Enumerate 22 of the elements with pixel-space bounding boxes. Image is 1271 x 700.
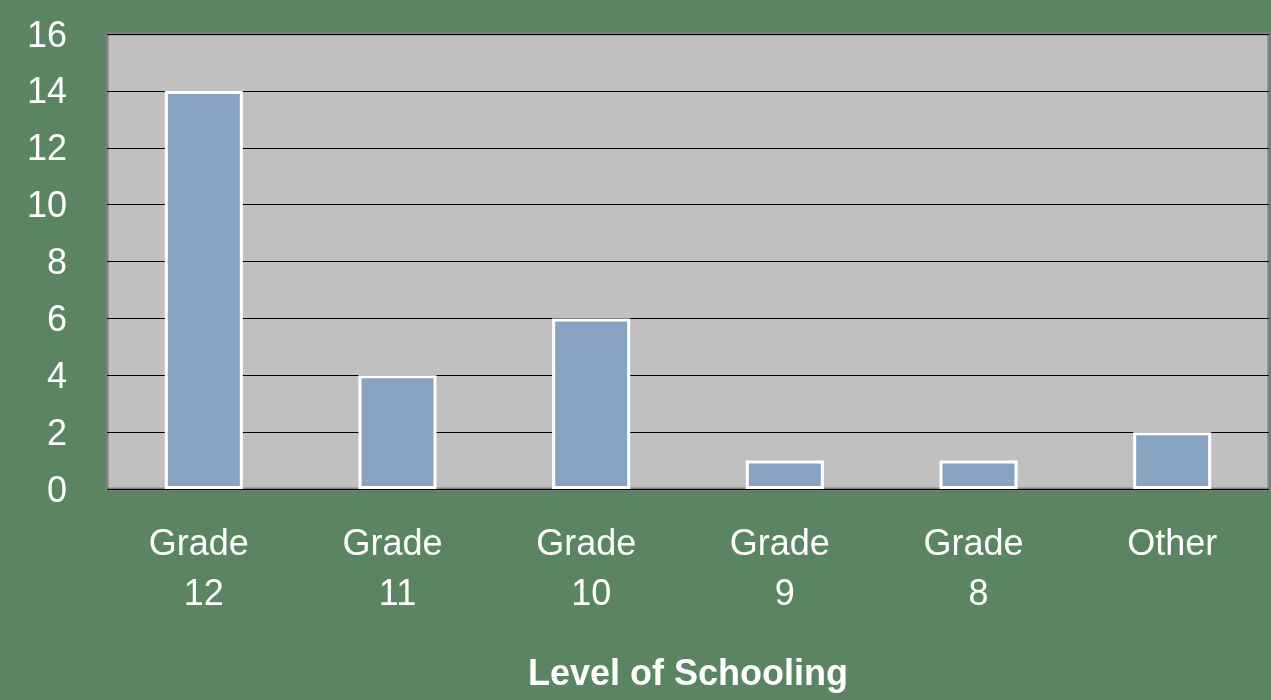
y-tick-label: 2	[46, 411, 67, 453]
y-tick-label: 0	[46, 468, 67, 510]
y-tick-label: 6	[46, 297, 67, 339]
y-tick-label: 10	[26, 184, 67, 226]
x-tick-label: Grade 11	[342, 521, 453, 613]
x-tick-label: Grade 8	[923, 521, 1034, 613]
x-axis-title: Level of Schooling	[527, 651, 849, 693]
x-tick-label: Grade 12	[148, 521, 259, 613]
bar	[552, 318, 631, 489]
y-tick-label: 8	[46, 241, 67, 282]
y-tick-label: 12	[26, 127, 67, 169]
bar	[164, 90, 243, 489]
bar	[745, 460, 824, 489]
x-tick-label: Grade 10	[536, 521, 647, 613]
y-tick-label: 14	[26, 70, 67, 112]
x-tick-label: Grade 9	[729, 521, 840, 613]
y-tick-label: 16	[26, 13, 67, 55]
x-tick-label: Other	[1127, 521, 1218, 563]
bar	[358, 375, 437, 489]
y-tick-label: 4	[46, 354, 67, 396]
bar	[939, 460, 1018, 489]
bar	[1133, 432, 1212, 489]
